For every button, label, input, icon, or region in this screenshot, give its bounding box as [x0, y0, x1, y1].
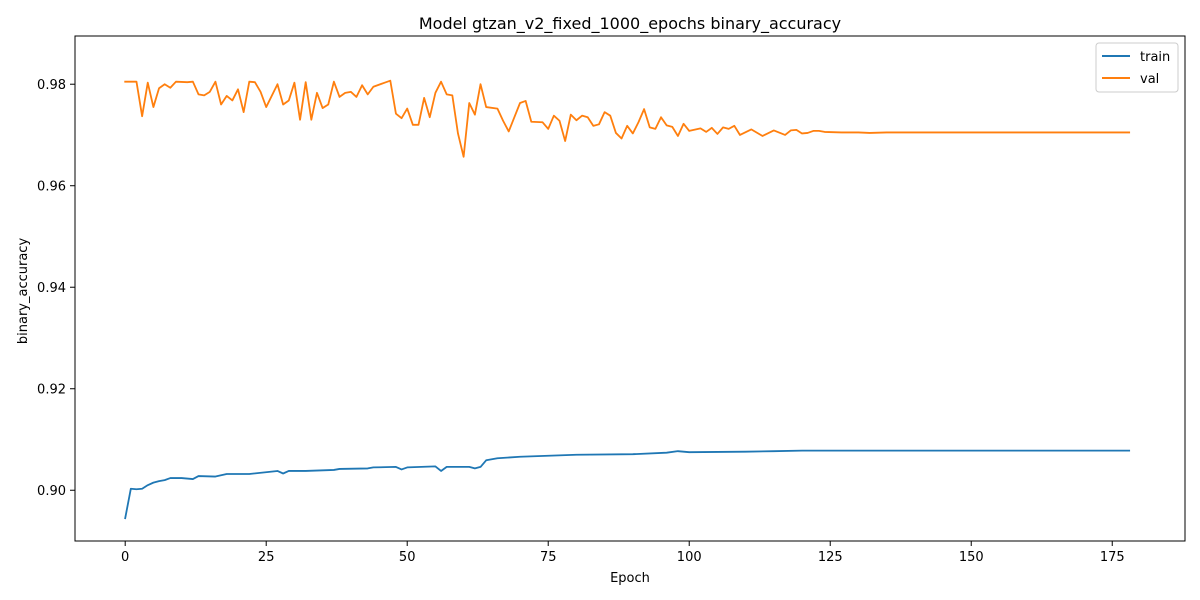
plot-frame: [74, 35, 1186, 542]
series-line-val: [124, 79, 1131, 158]
series-layer: [124, 79, 1131, 520]
y-axis-label: binary_accuracy: [16, 238, 31, 345]
x-axis-ticks: 0 25 50 75 100 125 150 175: [121, 541, 1125, 565]
y-tick-label: 0.98: [37, 78, 66, 93]
chart-title: Model gtzan_v2_fixed_1000_epochs binary_…: [419, 14, 841, 34]
y-tick-label: 0.90: [37, 484, 66, 499]
legend-label-val: val: [1140, 72, 1159, 87]
y-axis-ticks: 0.90 0.92 0.94 0.96 0.98: [37, 78, 75, 499]
x-tick-label: 50: [399, 550, 416, 565]
x-axis-label: Epoch: [610, 571, 650, 586]
series-line-train: [124, 449, 1131, 520]
x-tick-label: 0: [121, 550, 129, 565]
x-tick-label: 150: [959, 550, 984, 565]
y-tick-label: 0.92: [37, 383, 66, 398]
legend-label-train: train: [1140, 50, 1170, 65]
x-tick-label: 100: [677, 550, 702, 565]
y-tick-label: 0.96: [37, 180, 66, 195]
y-tick-label: 0.94: [37, 281, 66, 296]
x-tick-label: 125: [818, 550, 843, 565]
x-tick-label: 175: [1100, 550, 1125, 565]
legend: train val: [1095, 42, 1179, 93]
x-tick-label: 75: [540, 550, 557, 565]
x-tick-label: 25: [258, 550, 275, 565]
